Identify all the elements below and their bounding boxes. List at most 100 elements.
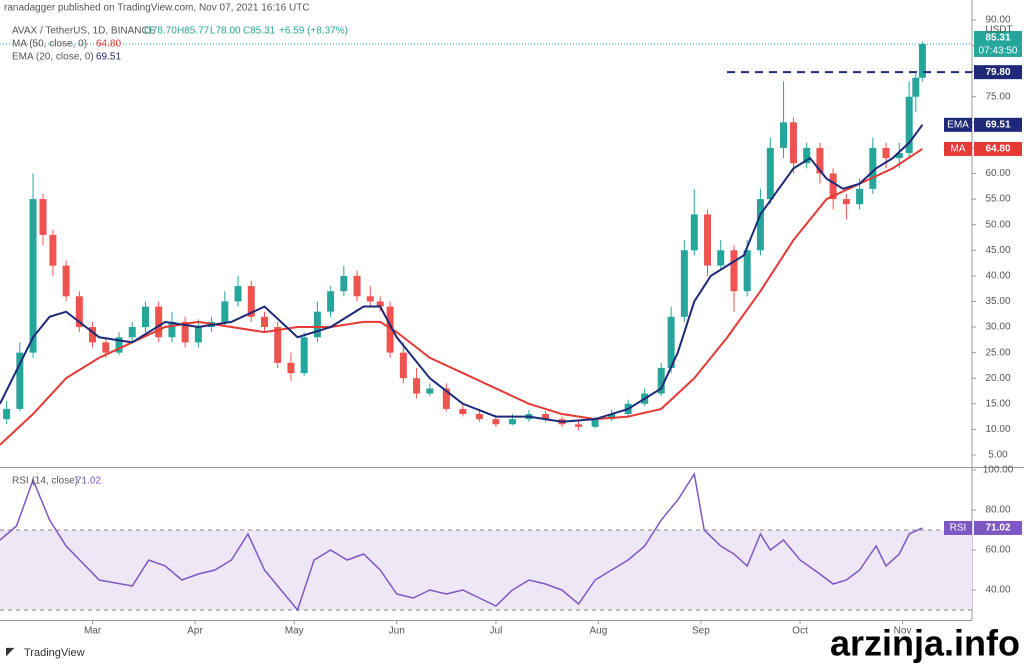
legend-value: 64.80 [96, 39, 121, 50]
y-tick-label: 35.00 [985, 296, 1010, 307]
candle-body [667, 316, 675, 368]
y-tick-label: 55.00 [985, 194, 1010, 205]
overlay-tag-label: MA [951, 144, 966, 155]
watermark: arzinja.info [830, 623, 1020, 664]
y-tick-label: 60.00 [985, 168, 1010, 179]
candle-body [89, 327, 97, 343]
overlay-tag-box [974, 117, 1022, 132]
candle-body [366, 296, 374, 302]
y-tick-label: 15.00 [985, 398, 1010, 409]
candle-body [75, 296, 83, 328]
y-tick-label: 100.00 [983, 465, 1014, 476]
overlay-line [0, 124, 924, 423]
candle-body [300, 337, 308, 374]
candle-body [575, 424, 583, 427]
overlay-tag-label-box [944, 117, 972, 132]
candle-body [353, 275, 361, 297]
candle-body [730, 250, 738, 292]
rsi-tag-label: RSI [950, 523, 967, 534]
rsi-tag-label-box [944, 520, 972, 535]
y-tick-label: 30.00 [985, 322, 1010, 333]
last-price-tag-value: 85.31 [985, 33, 1010, 44]
legend-label: MA (50, close, 0) [12, 39, 87, 50]
legend-label: RSI (14, close) [12, 476, 78, 487]
candle-body [287, 362, 295, 374]
candle-body [413, 378, 421, 394]
y-tick-label: 5.00 [988, 450, 1008, 461]
candle-body [680, 250, 688, 317]
candle-body [766, 147, 774, 200]
change: +6.59 (+8.37%) [279, 26, 348, 37]
y-tick-label: 40.00 [985, 270, 1010, 281]
y-tick-label: 60.00 [985, 545, 1010, 556]
candle-body [756, 199, 764, 251]
legend-value: 71.02 [76, 476, 101, 487]
plot: 5.00 10.00 15.00 20.00 25.00 30.00 35.00 40.00 4… [0, 15, 1022, 637]
candle-body [492, 419, 500, 425]
y-tick-label: 20.00 [985, 373, 1010, 384]
candle-body [386, 306, 394, 353]
candle-body [274, 327, 282, 363]
candle-body [895, 153, 903, 159]
open: O78.70 [144, 26, 177, 37]
candle-body [905, 96, 913, 154]
overlay-tag-label: EMA [947, 119, 969, 130]
candle-body [16, 352, 24, 409]
rsi-tag-box [974, 520, 1022, 535]
candle-body [181, 321, 189, 343]
candle-body [155, 306, 163, 338]
overlay-tag-box [974, 141, 1022, 156]
candle-body [856, 188, 864, 205]
candle-body [869, 147, 877, 189]
candle-body [780, 122, 788, 148]
x-tick-label: Apr [187, 626, 203, 637]
candle-body [62, 265, 70, 297]
candle-body [102, 342, 110, 353]
y-tick-label: 90.00 [985, 15, 1010, 26]
candle-body [221, 301, 229, 322]
candle-body [608, 414, 616, 420]
countdown: 07:43:50 [979, 46, 1018, 57]
y-tick-label: 80.00 [985, 505, 1010, 516]
x-tick-label: Jul [490, 626, 503, 637]
overlay-tag-label-box [944, 141, 972, 156]
candle-body [234, 286, 242, 302]
y-tick-label: 10.00 [985, 424, 1010, 435]
close: C85.31 [243, 26, 276, 37]
candle-body [399, 352, 407, 379]
candle-body [260, 316, 268, 328]
rsi-band [0, 530, 972, 610]
candle-body [247, 286, 255, 317]
legend-value: 69.51 [96, 52, 121, 63]
overlay-tag-value: 69.51 [985, 119, 1010, 130]
low: L78.00 [210, 26, 241, 37]
candle-body [704, 214, 712, 266]
candle-body [426, 388, 434, 394]
countdown-box [974, 44, 1022, 57]
candle-body [115, 337, 123, 353]
candle-body [717, 250, 725, 266]
candle-body [475, 414, 483, 420]
rsi-line [0, 471, 923, 612]
candle-body [842, 199, 850, 205]
overlay-tag-value: 64.80 [985, 144, 1010, 155]
candle-body [49, 234, 57, 266]
y-tick-label: 25.00 [985, 347, 1010, 358]
x-tick-label: Mar [84, 626, 102, 637]
candle-body [29, 199, 37, 353]
candle-body [141, 306, 149, 328]
high: H85.77 [177, 26, 210, 37]
candle-body [829, 173, 837, 200]
candle-body [542, 414, 550, 420]
candle-body [313, 311, 321, 338]
x-tick-label: Jun [389, 626, 405, 637]
candle-body [459, 408, 467, 415]
candle-body [882, 147, 890, 159]
candle-body [442, 388, 450, 409]
currency: USDT [985, 25, 1012, 36]
last-price-tag-box [974, 30, 1022, 45]
candle-body [128, 327, 136, 338]
candle-body [168, 321, 176, 338]
candle-body [803, 147, 811, 164]
